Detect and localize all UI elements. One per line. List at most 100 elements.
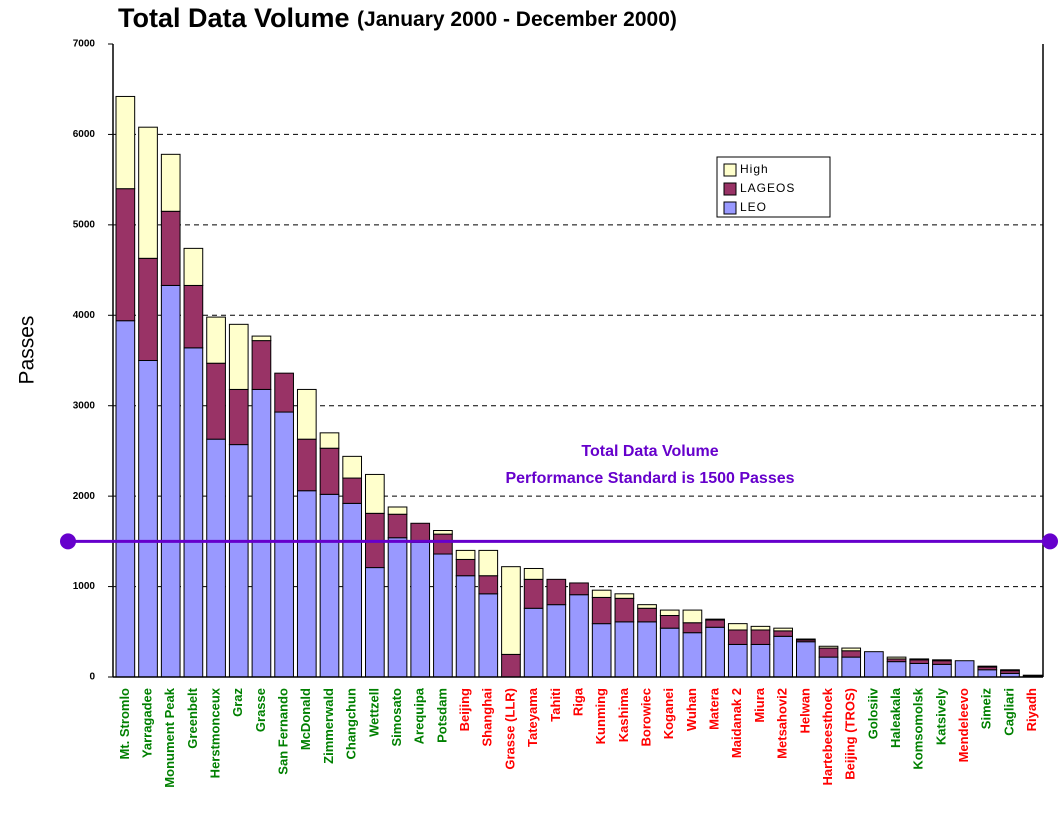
x-tick-label: Helwan [797, 688, 812, 734]
x-tick-label: Wettzell [366, 688, 381, 737]
bar-segment [433, 530, 453, 535]
bar-segment [478, 593, 499, 678]
bar-segment [818, 647, 839, 658]
chart-title-line: Total Data Volume (January 2000 - Decemb… [118, 3, 677, 33]
bar-segment [682, 609, 703, 624]
x-tick-label: Yarragadee [139, 688, 154, 758]
bar-segment [909, 662, 930, 678]
bar-segment [410, 522, 431, 543]
bar-segment [773, 630, 793, 637]
bar-segment [841, 656, 862, 678]
x-tick-label: Beijing (TROS) [843, 688, 858, 780]
bar-segment [569, 582, 589, 596]
bar-segment [501, 653, 521, 678]
chart-title: Total Data Volume [118, 3, 350, 33]
bar-segment [160, 210, 181, 286]
chart-subtitle: (January 2000 - December 2000) [357, 8, 677, 31]
bar-segment [546, 604, 567, 678]
bar-segment [206, 316, 226, 364]
bar-segment [773, 635, 793, 678]
x-tick-label: Shanghai [480, 688, 495, 747]
bar-segment [342, 502, 363, 678]
bar-segment [614, 597, 635, 623]
bar-segment [160, 153, 181, 212]
bar-segment [319, 447, 340, 495]
x-tick-label: Kunming [593, 688, 608, 744]
x-tick-label: Maidanak 2 [729, 688, 744, 758]
bar-segment [183, 247, 204, 286]
bar-segment [478, 549, 499, 577]
bar-segment [682, 632, 703, 678]
bar-segment [455, 575, 476, 678]
x-tick-label: Golosiiv [865, 687, 880, 739]
bar-segment [455, 558, 476, 577]
bar-segment [115, 95, 136, 190]
bar-segment [932, 663, 952, 678]
bar-segment [228, 444, 249, 678]
legend-swatch [723, 201, 737, 215]
bar-segment [183, 347, 204, 678]
y-tick-label: 6000 [73, 129, 96, 140]
bar-segment [228, 323, 249, 390]
bar-segment [251, 335, 272, 342]
bar-segment [251, 340, 272, 390]
bar-segment [795, 638, 816, 641]
bar-segment [909, 658, 930, 661]
legend: High LAGEOS LEO [716, 156, 831, 218]
bar-segment [115, 320, 136, 678]
bar-segment [138, 257, 158, 361]
x-tick-label: Miura [752, 687, 767, 722]
bar-segment [977, 669, 998, 678]
bar-segment [705, 626, 725, 678]
x-tick-label: Borowiec [638, 688, 653, 747]
x-tick-label: Simeiz [979, 688, 994, 730]
x-tick-label: Arequipa [412, 687, 427, 744]
reference-end [60, 533, 76, 550]
x-tick-label: Grasse (LLR) [502, 688, 517, 770]
legend-swatch [723, 182, 737, 196]
bar-segment [637, 604, 657, 609]
y-tick-label: 2000 [73, 491, 96, 502]
bar-segment [274, 372, 294, 413]
legend-label: High [740, 162, 769, 176]
legend-label: LEO [740, 200, 767, 214]
x-tick-label: Matera [707, 687, 722, 730]
x-tick-label: Katsively [933, 687, 948, 745]
x-tick-label: Metsahovi2 [775, 688, 790, 759]
bar-segment [591, 623, 612, 678]
bar-segment [795, 641, 816, 678]
bar-segment [387, 513, 408, 539]
bar-segment [886, 661, 907, 678]
bar-segment [682, 622, 703, 634]
x-tick-label: Mendeleevo [956, 688, 971, 762]
x-tick-label: Haleakala [888, 687, 903, 748]
bar-segment [228, 388, 249, 446]
bar-segment [864, 651, 884, 678]
annotation: Total Data Volume [581, 443, 718, 460]
x-tick-label: Simosato [389, 688, 404, 747]
x-tick-label: Cagliari [1001, 688, 1016, 736]
x-tick-label: Riga [570, 687, 585, 716]
y-tick-label: 4000 [73, 310, 96, 321]
bar-segment [206, 362, 226, 440]
y-axis-label: Passes [16, 316, 39, 385]
bar-segment [523, 607, 544, 678]
bar-segment [319, 432, 340, 449]
bar-segment [387, 506, 408, 515]
bar-segment [841, 647, 862, 652]
bar-segment [841, 650, 862, 658]
x-tick-label: Hartebeesthoek [820, 687, 835, 785]
bar-segment [637, 621, 657, 678]
bar-segment [1000, 669, 1020, 672]
bar-segment [727, 643, 748, 678]
bar-segment [818, 645, 839, 649]
bar-segment [387, 537, 408, 678]
bar-segment [296, 438, 317, 492]
bar-segment [637, 607, 657, 623]
bar-segment [932, 659, 952, 662]
bar-segment [365, 473, 385, 514]
y-tick-label: 5000 [73, 219, 96, 230]
bar-segment [750, 625, 771, 631]
annotation: Performance Standard is 1500 Passes [505, 470, 794, 487]
